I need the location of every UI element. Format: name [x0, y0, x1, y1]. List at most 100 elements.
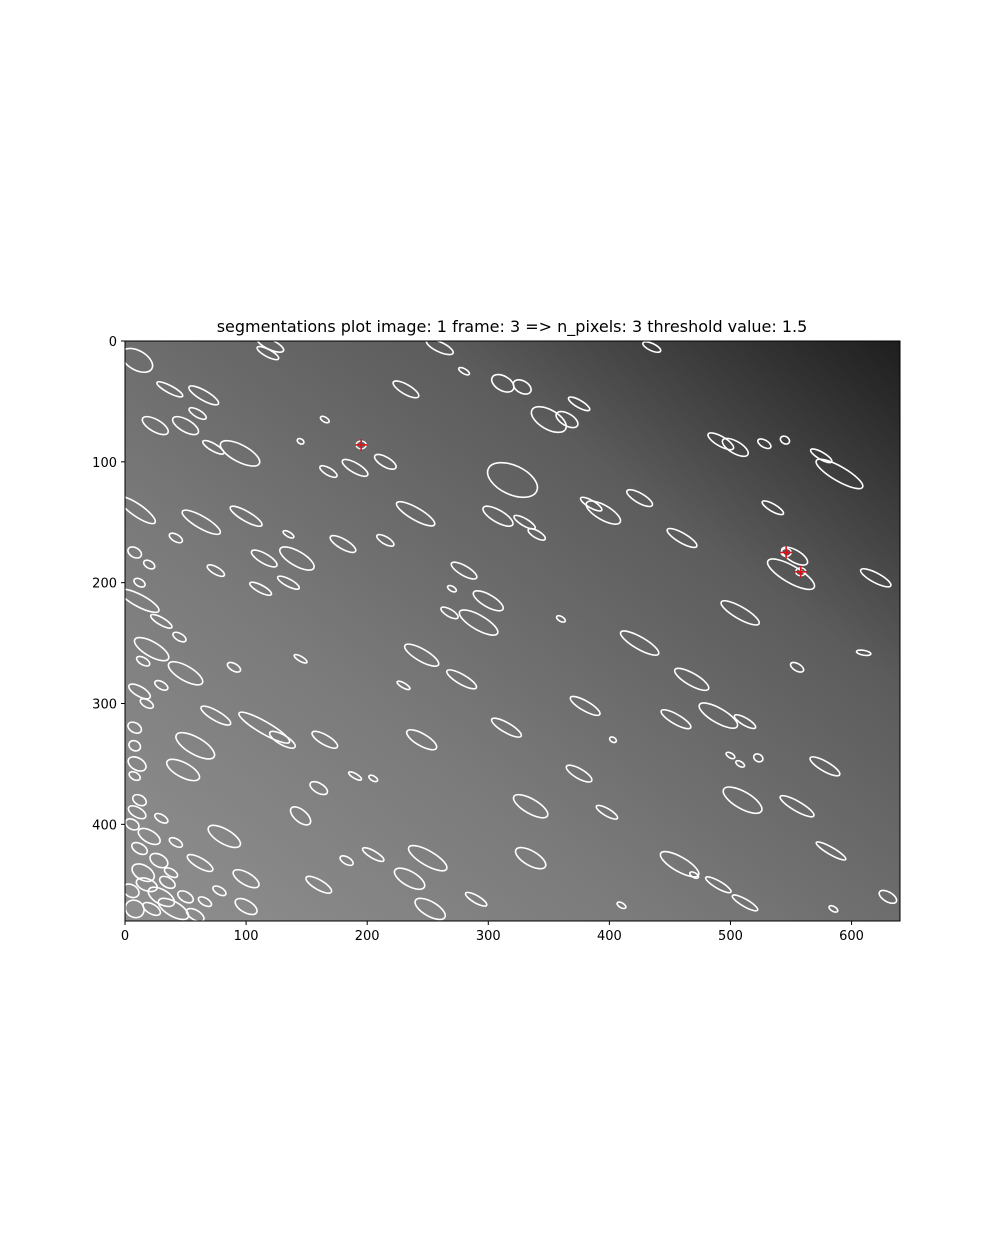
segment-ellipse [175, 731, 216, 760]
segment-ellipse [585, 500, 622, 525]
segment-ellipse [142, 901, 162, 917]
segment-ellipse [720, 599, 761, 626]
segment-ellipse [707, 432, 735, 451]
segment-ellipse [248, 581, 273, 597]
segment-ellipse [734, 759, 746, 768]
segment-ellipse [177, 890, 195, 904]
segment-ellipse [212, 885, 227, 897]
segment-ellipse [153, 679, 169, 691]
chart-title: segmentations plot image: 1 frame: 3 => … [217, 317, 808, 337]
segment-ellipse [698, 702, 739, 729]
segment-ellipse [139, 697, 155, 710]
segment-ellipse [185, 907, 205, 921]
segment-ellipse [133, 577, 146, 588]
x-tick-label: 200 [355, 929, 380, 944]
segment-ellipse [673, 667, 710, 692]
segment-ellipse [733, 714, 757, 730]
segment-ellipse [761, 500, 785, 516]
x-tick-label: 100 [234, 929, 259, 944]
segment-ellipse [405, 728, 438, 751]
segment-ellipse [458, 609, 499, 636]
segment-ellipse [779, 435, 791, 445]
segment-ellipse [815, 841, 847, 861]
segment-ellipse [513, 514, 537, 530]
segment-ellipse [527, 527, 547, 541]
segment-ellipse [127, 755, 147, 772]
segment-ellipse [555, 410, 579, 429]
segment-ellipse [188, 406, 208, 421]
segment-ellipse [721, 437, 750, 458]
segment-ellipse [414, 897, 447, 921]
segment-ellipse [514, 846, 547, 870]
segment-ellipse [127, 805, 147, 820]
segment-ellipse [446, 584, 458, 593]
plot-frame [124, 340, 901, 922]
segment-ellipse [396, 680, 411, 691]
segment-ellipse [206, 564, 226, 578]
segment-ellipse [395, 500, 436, 527]
segment-ellipse [407, 844, 448, 872]
segment-ellipse [425, 341, 454, 356]
segment-ellipse [149, 613, 173, 629]
segment-ellipse [276, 575, 301, 590]
segment-ellipse [128, 739, 142, 752]
segment-ellipse [309, 780, 329, 796]
segment-ellipse [201, 439, 225, 455]
segment-ellipse [289, 806, 312, 826]
segment-ellipse [567, 396, 591, 412]
segment-ellipse [234, 897, 258, 916]
segment-ellipse [127, 546, 143, 559]
segment-ellipse [305, 875, 333, 894]
segment-ellipse [186, 853, 214, 873]
segment-ellipse [168, 532, 184, 544]
segment-ellipse [595, 804, 619, 820]
grayscale-image-background [125, 341, 900, 921]
segment-ellipse [168, 836, 184, 849]
segment-ellipse [809, 448, 833, 464]
segment-ellipse [688, 871, 700, 880]
segment-ellipse [319, 415, 330, 424]
segment-ellipse [133, 636, 170, 662]
segment-ellipse [859, 568, 892, 588]
segment-ellipse [296, 437, 305, 445]
segment-ellipse [392, 380, 420, 399]
segment-ellipse [619, 630, 660, 656]
segment-ellipse [757, 438, 772, 450]
segment-ellipse [393, 867, 426, 891]
segment-ellipse [125, 347, 154, 374]
segment-ellipse [149, 852, 169, 869]
marked-point [780, 546, 793, 559]
segment-ellipse [626, 488, 654, 508]
segment-ellipse [403, 643, 440, 667]
segment-ellipse [171, 415, 200, 436]
segment-ellipse [440, 606, 459, 620]
segment-ellipse [232, 868, 260, 889]
segment-ellipse [339, 854, 354, 867]
segment-ellipse [142, 559, 156, 570]
segment-ellipse [125, 817, 140, 831]
x-tick-label: 500 [718, 929, 743, 944]
segment-ellipse [127, 721, 143, 735]
segment-ellipse [311, 730, 339, 749]
segment-ellipse [172, 631, 187, 643]
segment-ellipse [555, 614, 567, 623]
segment-ellipse [238, 711, 291, 744]
segment-ellipse [530, 405, 568, 434]
segment-ellipse [163, 867, 179, 879]
marked-point [355, 438, 368, 451]
segment-ellipse [135, 655, 151, 667]
segment-ellipse [131, 841, 149, 856]
segment-ellipse [181, 509, 222, 536]
segment-ellipse [725, 751, 736, 760]
segment-ellipse [156, 380, 184, 398]
segment-ellipse [188, 385, 220, 406]
segment-ellipse [125, 899, 145, 919]
segment-ellipse [666, 527, 698, 549]
segment-ellipse [250, 549, 278, 568]
x-tick-label: 0 [121, 929, 129, 944]
segment-ellipse [704, 876, 732, 894]
segment-ellipse [809, 756, 841, 777]
segment-ellipse [125, 588, 160, 614]
segment-ellipse [329, 534, 357, 554]
